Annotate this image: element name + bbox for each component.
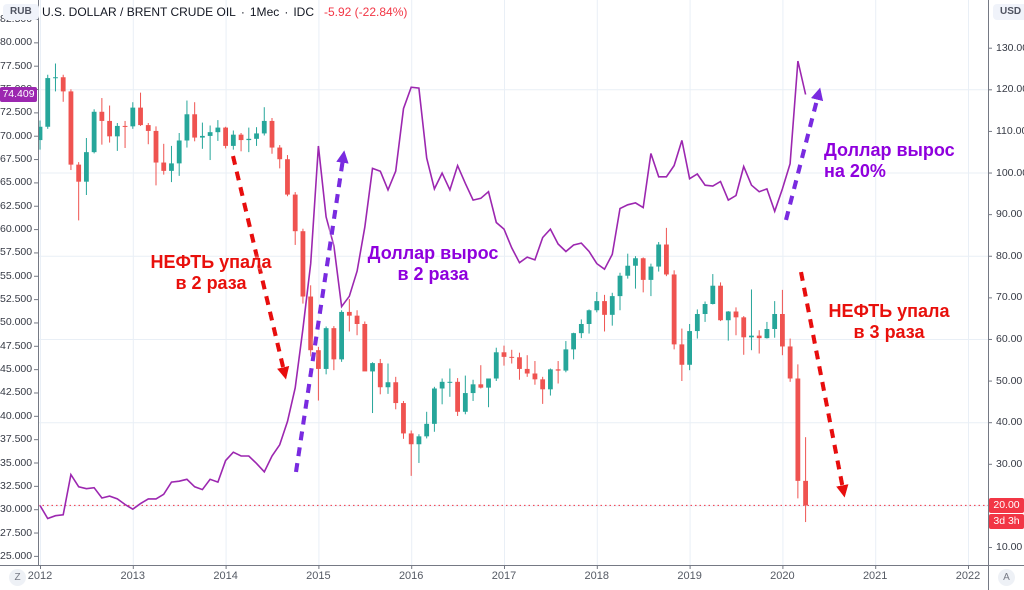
left-price-label: 47.500 <box>0 339 33 352</box>
separator-dot: · <box>284 5 289 19</box>
exchange-label: IDC <box>293 5 314 19</box>
annotation-line: в 2 раза <box>175 273 247 293</box>
left-price-label: 80.000 <box>0 36 33 49</box>
brent-candles-series <box>38 63 808 523</box>
bar-countdown-badge: 3d 3h <box>989 513 1024 529</box>
trend-arrow <box>798 271 849 498</box>
trend-arrow <box>230 155 290 380</box>
year-label: 2015 <box>306 570 331 582</box>
left-price-label: 62.500 <box>0 199 33 212</box>
left-price-label: 55.000 <box>0 269 33 282</box>
year-label: 2020 <box>770 570 795 582</box>
right-price-label: 120.00 <box>996 83 1024 96</box>
left-price-label: 37.500 <box>0 433 33 446</box>
year-label: 2014 <box>213 570 238 582</box>
left-price-label: 52.500 <box>0 293 33 306</box>
right-price-label: 80.00 <box>996 249 1023 262</box>
left-price-label: 70.000 <box>0 129 33 142</box>
right-price-label: 110.00 <box>996 124 1024 137</box>
right-axis-currency-button[interactable]: USD <box>993 4 1024 20</box>
left-price-label: 67.500 <box>0 153 33 166</box>
trend-arrow <box>783 87 824 221</box>
left-price-label: 72.500 <box>0 106 33 119</box>
right-price-label: 40.00 <box>996 416 1023 429</box>
year-label: 2017 <box>491 570 517 582</box>
annotation-oil-fell-2x: НЕФТЬ упала в 2 раза <box>151 252 272 294</box>
right-price-label: 50.00 <box>996 374 1023 387</box>
right-price-label: 10.00 <box>996 541 1023 554</box>
left-axis-currency-button[interactable]: RUB <box>3 4 39 20</box>
annotation-line: в 3 раза <box>853 322 925 342</box>
right-price-label: 30.00 <box>996 457 1023 470</box>
annotation-line: в 2 раза <box>397 264 469 284</box>
year-label: 2016 <box>398 570 424 582</box>
annotation-line: Доллар вырос <box>824 140 955 160</box>
year-label: 2022 <box>955 570 981 582</box>
year-label: 2018 <box>584 570 610 582</box>
left-price-label: 45.000 <box>0 363 33 376</box>
chart-header: U.S. DOLLAR / BRENT CRUDE OIL · 1Мес · I… <box>42 3 407 21</box>
right-price-label: 130.00 <box>996 41 1024 54</box>
annotation-line: НЕФТЬ упала <box>828 301 950 321</box>
left-price-label: 42.500 <box>0 386 33 399</box>
right-price-label: 70.00 <box>996 291 1023 304</box>
left-price-label: 35.000 <box>0 456 33 469</box>
annotation-arrows <box>230 87 849 498</box>
annotation-line: на 20% <box>824 161 886 181</box>
left-price-label: 57.500 <box>0 246 33 259</box>
left-price-label: 40.000 <box>0 409 33 422</box>
left-price-label: 60.000 <box>0 223 33 236</box>
right-price-label: 90.00 <box>996 208 1023 221</box>
left-price-label: 25.000 <box>0 549 33 562</box>
usd-last-price-badge: 20.00 <box>989 497 1024 513</box>
rub-last-price-badge: 74.409 <box>0 87 37 103</box>
separator-dot: · <box>240 5 245 19</box>
right-price-label: 60.00 <box>996 332 1023 345</box>
annotation-line: НЕФТЬ упала <box>150 252 272 272</box>
symbol-title: U.S. DOLLAR / BRENT CRUDE OIL <box>42 5 236 19</box>
interval-label: 1Мес <box>249 5 280 19</box>
year-label: 2012 <box>27 570 53 582</box>
left-price-label: 50.000 <box>0 316 33 329</box>
annotation-oil-fell-3x: НЕФТЬ упала в 3 раза <box>829 301 950 343</box>
left-price-label: 65.000 <box>0 176 33 189</box>
axis-ticks <box>34 19 992 569</box>
left-price-label: 32.500 <box>0 479 33 492</box>
timezone-button[interactable]: Z <box>9 569 26 586</box>
left-price-label: 30.000 <box>0 503 33 516</box>
year-label: 2019 <box>677 570 702 582</box>
left-price-label: 77.500 <box>0 59 33 72</box>
auto-scale-button[interactable]: A <box>998 569 1015 586</box>
left-price-label: 27.500 <box>0 526 33 539</box>
year-label: 2021 <box>862 570 888 582</box>
annotation-dollar-rose-20pct: Доллар вырос на 20% <box>824 140 955 182</box>
usdrub-line-series <box>39 60 807 520</box>
price-change-label: -5.92 (-22.84%) <box>323 5 408 19</box>
annotation-dollar-rose-2x: Доллар вырос в 2 раза <box>368 243 499 285</box>
annotation-line: Доллар вырос <box>367 243 499 263</box>
year-label: 2013 <box>120 570 146 582</box>
right-price-label: 100.00 <box>996 166 1024 179</box>
trend-arrow <box>293 150 349 473</box>
